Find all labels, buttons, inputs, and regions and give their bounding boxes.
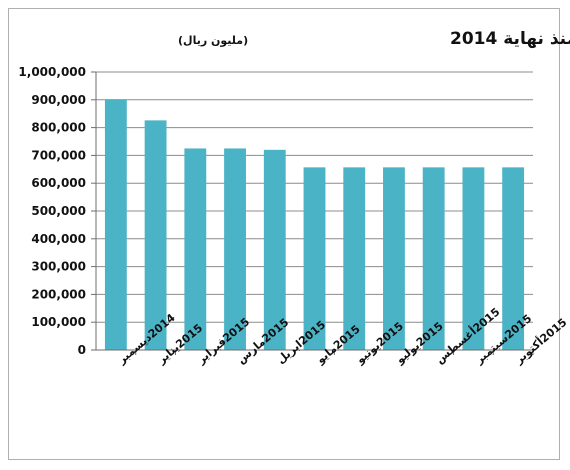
y-axis-ticks: 0 100,000 200,000 300,000 400,000 500,000 600,…	[18, 65, 86, 357]
y-tick-label: 800,000	[31, 121, 86, 135]
bar	[104, 99, 127, 350]
y-tick-label: 100,000	[31, 315, 86, 329]
bar	[144, 120, 167, 350]
bar	[263, 149, 286, 350]
bar	[422, 167, 445, 350]
y-tick-label: 400,000	[31, 232, 86, 246]
bar-series	[104, 99, 525, 350]
y-tick-label: 900,000	[31, 93, 86, 107]
chart-title: الإحتياطي العام للسعودية منذ نهاية 2014	[450, 29, 570, 49]
bar	[184, 148, 207, 350]
y-tick-label: 700,000	[31, 148, 86, 162]
y-tick-label: 1,000,000	[18, 65, 86, 79]
x-axis-ticks: 2014ديسمبر2015يناير2015فبراير2015مارس201…	[115, 305, 570, 367]
axes	[91, 71, 534, 355]
bar	[502, 167, 525, 350]
bar	[343, 167, 366, 350]
unit-label: (مليون ريال)	[178, 34, 248, 47]
y-tick-label: 600,000	[31, 176, 86, 190]
y-tick-label: 0	[78, 343, 86, 357]
y-tick-label: 300,000	[31, 260, 86, 274]
bar	[303, 167, 326, 350]
bar	[462, 167, 485, 350]
bar	[224, 148, 246, 350]
gridlines	[96, 71, 533, 323]
y-tick-label: 200,000	[31, 287, 86, 301]
y-tick-label: 500,000	[31, 204, 86, 218]
bar	[383, 167, 405, 350]
